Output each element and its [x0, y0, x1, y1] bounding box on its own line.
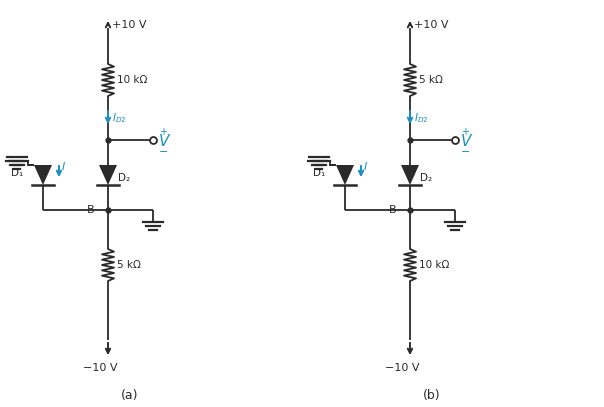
Text: D₂: D₂: [118, 173, 130, 183]
Text: (b): (b): [423, 389, 441, 401]
Text: I: I: [364, 162, 367, 172]
Text: −10 V: −10 V: [83, 363, 117, 373]
Text: I: I: [62, 162, 65, 172]
Text: −: −: [159, 147, 169, 157]
Text: +10 V: +10 V: [414, 20, 449, 30]
Text: $I_{D2}$: $I_{D2}$: [112, 111, 126, 125]
Text: D₁: D₁: [313, 168, 325, 178]
Text: (a): (a): [121, 389, 139, 401]
Text: B: B: [86, 205, 94, 215]
Text: B: B: [388, 205, 396, 215]
Polygon shape: [99, 165, 117, 185]
Text: D₂: D₂: [420, 173, 432, 183]
Text: +: +: [159, 127, 167, 137]
Text: 10 kΩ: 10 kΩ: [117, 75, 147, 85]
Text: V: V: [461, 133, 471, 149]
Text: −10 V: −10 V: [385, 363, 419, 373]
Text: $I_{D2}$: $I_{D2}$: [414, 111, 428, 125]
Polygon shape: [34, 165, 52, 185]
Polygon shape: [401, 165, 419, 185]
Text: −: −: [461, 147, 471, 157]
Text: V: V: [159, 133, 169, 149]
Text: +10 V: +10 V: [112, 20, 147, 30]
Text: D₁: D₁: [11, 168, 23, 178]
Polygon shape: [336, 165, 354, 185]
Text: 10 kΩ: 10 kΩ: [419, 260, 449, 270]
Text: 5 kΩ: 5 kΩ: [117, 260, 141, 270]
Text: 5 kΩ: 5 kΩ: [419, 75, 443, 85]
Text: +: +: [461, 127, 469, 137]
